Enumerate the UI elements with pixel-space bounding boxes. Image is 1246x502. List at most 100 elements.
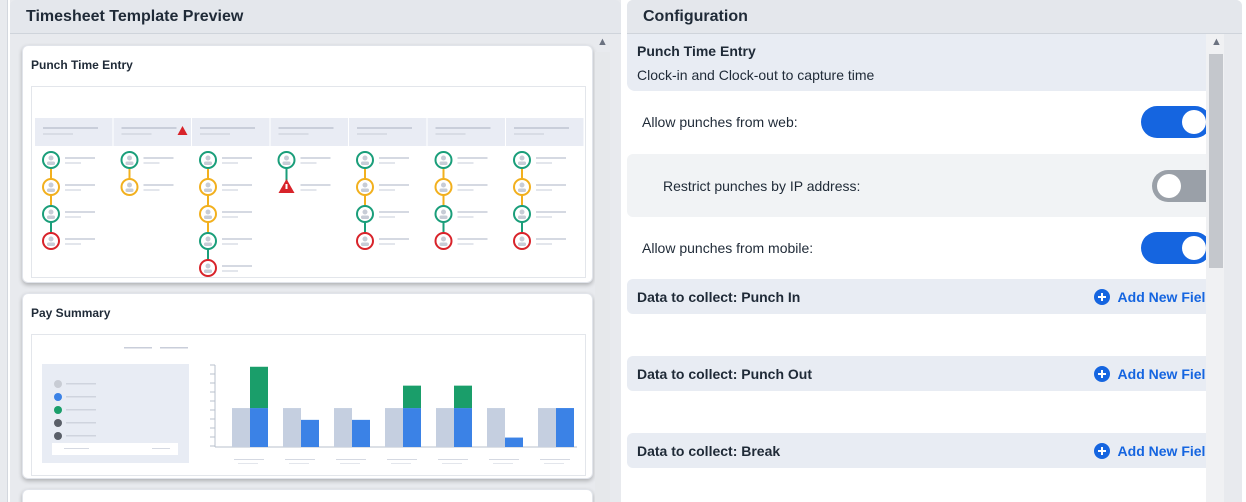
legend-line <box>66 396 96 398</box>
pay-summary-card[interactable]: Pay Summary <box>22 293 593 479</box>
allow-web-toggle[interactable] <box>1141 106 1211 138</box>
legend-line <box>66 383 96 385</box>
preview-x-label-line <box>391 463 411 464</box>
preview-bar <box>538 408 556 447</box>
plus-circle-icon <box>1093 365 1110 382</box>
avatar-head <box>519 155 525 161</box>
pay-summary-graphic <box>42 347 577 464</box>
preview-text-line <box>457 162 474 164</box>
preview-scrollbar[interactable]: ▲ <box>593 34 611 502</box>
preview-footer-bar <box>52 443 178 455</box>
preview-header-line <box>435 133 466 135</box>
scroll-up-icon[interactable]: ▲ <box>597 36 608 48</box>
avatar-head <box>205 263 211 269</box>
punch-preview-thumbnail <box>31 86 586 278</box>
avatar-body <box>125 188 134 192</box>
preview-text-line <box>65 162 81 164</box>
avatar-head <box>441 155 446 161</box>
avatar-body <box>439 188 448 192</box>
preview-bar <box>454 385 472 409</box>
scrollbar-thumb[interactable] <box>1209 54 1223 268</box>
next-template-card[interactable] <box>22 489 593 502</box>
avatar-head <box>441 209 446 215</box>
preview-header-line <box>278 133 309 135</box>
preview-text-line <box>222 189 238 191</box>
preview-bar <box>436 408 454 447</box>
preview-text-line <box>379 162 395 164</box>
preview-x-label-line <box>238 463 258 464</box>
avatar-body <box>518 242 526 246</box>
add-field-punch-in-button[interactable]: Add New Field <box>1093 288 1214 305</box>
summary-subtitle: Clock-in and Clock-out to capture time <box>637 67 875 83</box>
preview-header-line <box>357 133 387 135</box>
avatar-body <box>518 188 526 192</box>
configuration-scrollbar[interactable]: ▲ <box>1206 34 1224 502</box>
avatar-head <box>205 155 211 161</box>
preview-bar <box>385 408 403 447</box>
preview-text-line <box>152 448 170 449</box>
preview-column-header <box>113 118 191 146</box>
add-field-break-button[interactable]: Add New Field <box>1093 442 1214 459</box>
avatar-head <box>362 155 368 161</box>
preview-text-line <box>65 238 95 240</box>
preview-text-line <box>300 184 331 186</box>
preview-header-line <box>43 127 98 129</box>
legend-swatch <box>54 419 62 427</box>
preview-text-line <box>65 184 95 186</box>
preview-text-line <box>222 238 252 240</box>
card-title: Pay Summary <box>31 306 111 320</box>
preview-bar <box>403 408 421 447</box>
preview-text-line <box>379 243 395 245</box>
preview-text-line <box>536 162 552 164</box>
avatar-head <box>205 236 211 242</box>
preview-bar <box>283 408 301 447</box>
preview-x-label-line <box>289 463 309 464</box>
preview-x-label-line <box>234 459 264 460</box>
plus-circle-icon <box>1093 442 1110 459</box>
avatar-body <box>518 161 526 165</box>
avatar-body <box>282 161 291 165</box>
scrollbar-track[interactable] <box>595 52 610 502</box>
preview-text-line <box>300 162 317 164</box>
section-break: Data to collect: Break Add New Field <box>627 433 1224 468</box>
avatar-body <box>204 188 212 192</box>
avatar-head <box>519 236 525 242</box>
preview-text-line <box>457 216 474 218</box>
plus-circle-icon <box>1093 288 1110 305</box>
preview-scroll-area[interactable]: Punch Time Entry Pay Summary ▲ <box>10 34 611 502</box>
avatar-head <box>205 209 211 215</box>
avatar-body <box>125 161 134 165</box>
preview-text-line <box>222 157 252 159</box>
setting-label: Allow punches from mobile: <box>642 240 814 256</box>
preview-text-line <box>143 184 174 186</box>
preview-bar <box>334 408 352 447</box>
card-title: Punch Time Entry <box>31 58 133 72</box>
allow-mobile-toggle[interactable] <box>1141 232 1211 264</box>
preview-bar <box>352 419 370 447</box>
preview-x-label-line <box>442 463 462 464</box>
legend-swatch <box>54 380 62 388</box>
preview-column-header <box>349 118 427 146</box>
preview-text-line <box>64 448 89 449</box>
preview-text-line <box>65 157 95 159</box>
avatar-head <box>205 182 211 188</box>
configuration-panel: Configuration Punch Time Entry Clock-in … <box>627 0 1242 502</box>
avatar-body <box>47 215 55 219</box>
add-field-punch-out-button[interactable]: Add New Field <box>1093 365 1214 382</box>
legend-line <box>66 435 96 437</box>
preview-header-line <box>357 127 412 129</box>
preview-text-line <box>379 184 409 186</box>
preview-header-line <box>121 127 177 129</box>
avatar-head <box>519 182 525 188</box>
preview-header-line <box>200 133 230 135</box>
preview-column-header <box>506 118 584 146</box>
preview-header-line <box>121 133 152 135</box>
avatar-head <box>441 236 446 242</box>
preview-text-line <box>65 216 81 218</box>
preview-text-line <box>536 189 552 191</box>
preview-header-line <box>200 127 255 129</box>
punch-time-entry-card[interactable]: Punch Time Entry <box>22 45 593 283</box>
scroll-up-icon[interactable]: ▲ <box>1211 36 1222 48</box>
toggle-knob <box>1157 173 1181 198</box>
avatar-body <box>361 242 369 246</box>
